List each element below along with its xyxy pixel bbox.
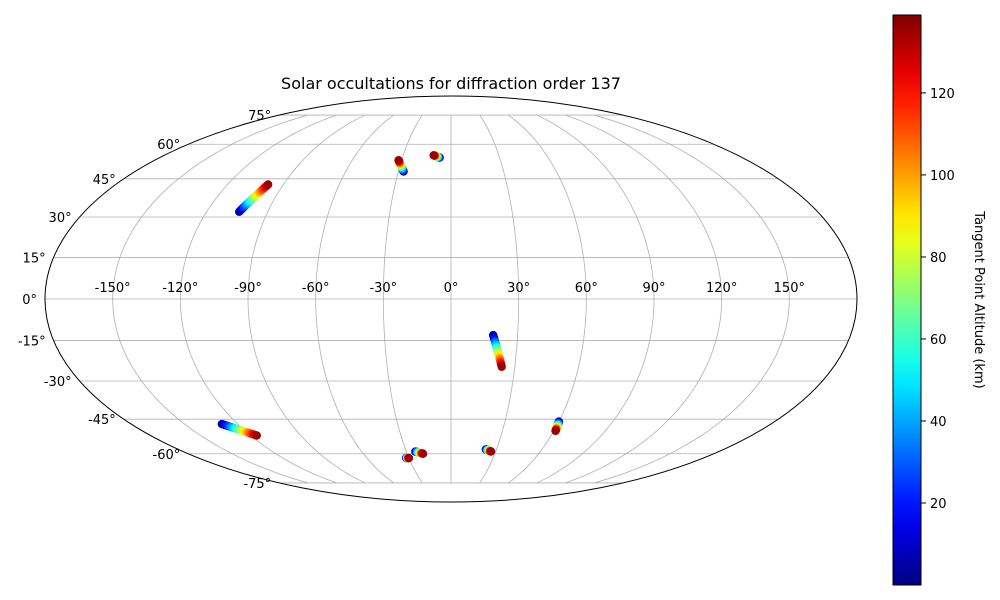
colorbar-tick-label: 40	[930, 415, 947, 430]
latitude-tick-label: 15°	[23, 251, 46, 266]
data-point	[418, 449, 428, 458]
longitude-tick-label: -150°	[95, 281, 131, 296]
longitude-gridline	[594, 114, 790, 484]
colorbar-tick-label: 60	[930, 333, 947, 348]
data-point	[252, 431, 261, 440]
longitude-tick-label: 30°	[507, 281, 530, 296]
latitude-tick-label: 45°	[93, 173, 116, 188]
longitude-tick-label: -120°	[162, 281, 198, 296]
longitude-tick-label: 120°	[706, 281, 737, 296]
longitude-gridline	[536, 114, 655, 484]
data-point	[486, 447, 496, 456]
data-point	[404, 453, 414, 463]
longitude-tick-label: -30°	[369, 281, 397, 296]
longitude-tick-label: -90°	[234, 281, 262, 296]
longitude-gridline	[112, 114, 308, 484]
latitude-tick-label: 75°	[248, 109, 271, 124]
colorbar-tick-label: 80	[930, 251, 947, 266]
latitude-tick-label: -75°	[243, 477, 271, 492]
longitude-tick-label: 150°	[774, 281, 805, 296]
latitude-tick-label: -45°	[88, 413, 116, 428]
latitude-tick-label: 60°	[157, 138, 180, 153]
data-points	[217, 151, 564, 463]
data-point	[263, 180, 273, 189]
colorbar-gradient	[892, 14, 922, 586]
latitude-tick-label: -15°	[18, 335, 46, 350]
longitude-tick-label: 60°	[575, 281, 598, 296]
longitude-gridline	[247, 114, 366, 484]
chart-title: Solar occultations for diffraction order…	[281, 74, 621, 93]
longitude-tick-label: 90°	[642, 281, 665, 296]
colorbar-label: Tangent Point Altitude (km)	[971, 210, 986, 388]
latitude-tick-label: 30°	[49, 211, 72, 226]
colorbar: 20 40 60 80 100 120 Tangent Point Altitude (k…	[892, 14, 986, 586]
latitude-tick-labels: 75° 60° 45° 30° 15° 0° -15° -30° -45° -60° -75°	[18, 109, 271, 492]
longitude-tick-labels: -150° -120° -90° -60° -30° 0° 30° 60° 90° 120° 150…	[95, 281, 805, 296]
latitude-tick-label: -30°	[44, 375, 72, 390]
colorbar-tick-label: 120	[930, 87, 955, 102]
map-boundary	[44, 95, 858, 503]
data-point	[394, 155, 403, 165]
data-point	[497, 362, 506, 371]
longitude-tick-label: -60°	[302, 281, 330, 296]
colorbar-ticks: 20 40 60 80 100 120	[921, 87, 955, 512]
colorbar-tick-label: 20	[930, 497, 947, 512]
longitude-tick-label: 0°	[444, 281, 459, 296]
map-grid	[44, 95, 858, 503]
data-point	[429, 151, 438, 160]
colorbar-tick-label: 100	[930, 169, 955, 184]
latitude-tick-label: -60°	[153, 448, 181, 463]
latitude-tick-label: 0°	[22, 293, 37, 308]
longitude-gridline	[565, 114, 723, 484]
longitude-gridline	[315, 114, 394, 484]
longitude-gridline	[479, 114, 520, 484]
data-point	[551, 426, 560, 436]
